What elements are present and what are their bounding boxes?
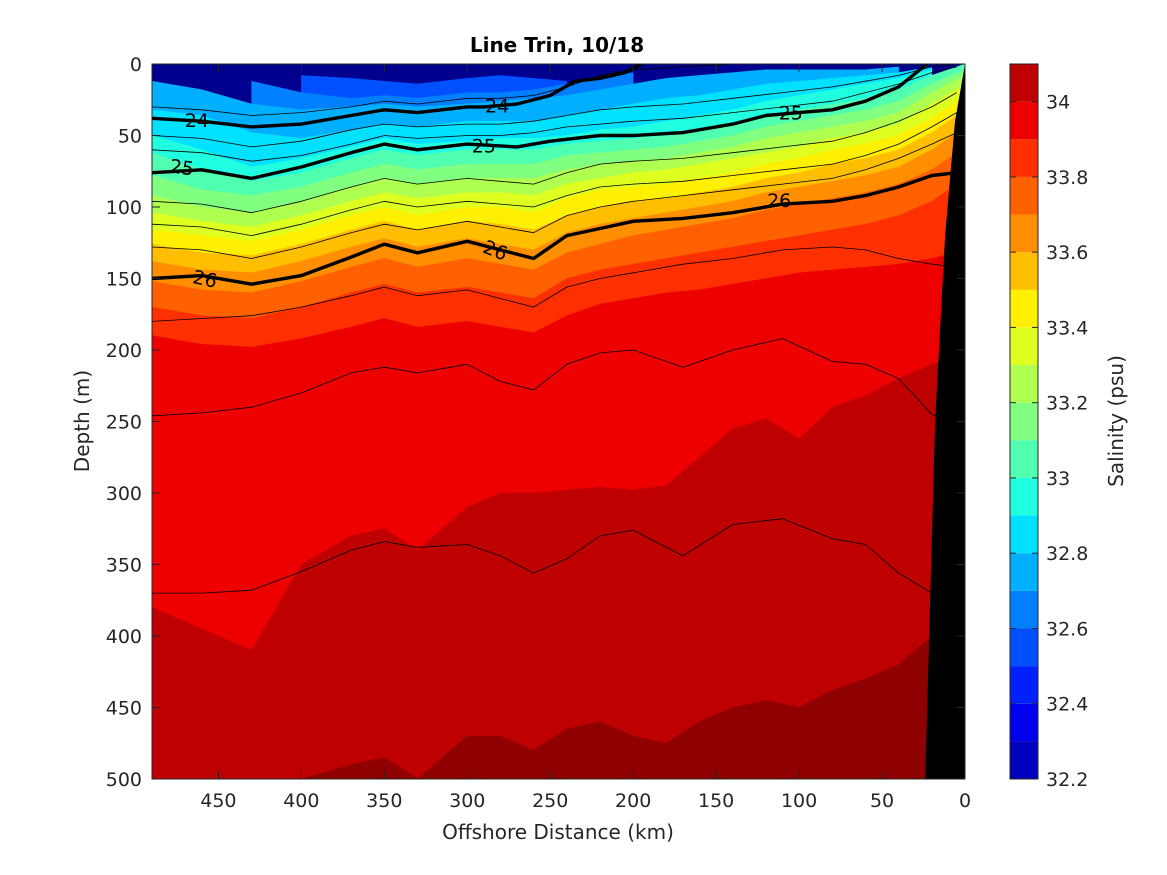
colorbar-tick-label-32.8: 32.8 <box>1046 543 1088 565</box>
colorbar-swatch-3 <box>1010 628 1038 667</box>
seafloor-shape <box>925 64 965 779</box>
chart-title: Line Trin, 10/18 <box>470 33 644 57</box>
colorbar-tick-label-33: 33 <box>1046 468 1070 490</box>
colorbar-tick-label-33.2: 33.2 <box>1046 393 1088 415</box>
colorbar-swatch-9 <box>1010 402 1038 441</box>
contour-label-25-2: 25 <box>779 103 803 125</box>
x-tick-label-0: 0 <box>959 790 971 812</box>
y-tick-label-500: 500 <box>106 769 142 791</box>
colorbar-swatch-bottom <box>1010 741 1038 779</box>
colorbar-tick-label-32.2: 32.2 <box>1046 769 1088 791</box>
colorbar-swatch-2 <box>1010 666 1038 704</box>
colorbar-swatch-5 <box>1010 553 1038 591</box>
colorbar-swatch-14 <box>1010 214 1038 253</box>
colorbar-swatch-11 <box>1010 327 1038 366</box>
density-contour-thin-8 <box>152 132 957 259</box>
colorbar-swatch-16 <box>1010 139 1038 177</box>
y-tick-label-0: 0 <box>130 54 142 76</box>
salinity-fill-layers <box>152 64 965 779</box>
colorbar-swatch-6 <box>1010 515 1038 554</box>
x-tick-label-150: 150 <box>698 790 734 812</box>
x-tick-label-300: 300 <box>449 790 485 812</box>
density-contour-26 <box>152 171 957 286</box>
x-axis: 450 400 350 300 250 200 150 100 50 0 <box>200 64 971 812</box>
contour-label-24-0: 24 <box>185 110 209 132</box>
y-axis: 0 50 100 150 200 250 300 350 400 450 500 <box>106 54 965 791</box>
colorbar: 32.2 32.4 32.6 32.8 33 33.2 33.4 33.6 33.8 34 <box>1009 63 1088 791</box>
density-contour-lines <box>152 64 957 594</box>
y-tick-label-150: 150 <box>106 269 142 291</box>
colorbar-tick-label-32.4: 32.4 <box>1046 694 1088 716</box>
colorbar-swatch-4 <box>1010 590 1038 629</box>
colorbar-swatch-8 <box>1010 440 1038 478</box>
colorbar-tick-label-33.6: 33.6 <box>1046 242 1088 264</box>
x-tick-label-250: 250 <box>532 790 568 812</box>
y-tick-label-250: 250 <box>106 412 142 434</box>
colorbar-tick-label-33.8: 33.8 <box>1046 167 1088 189</box>
contour-label-25-3: 25 <box>472 136 496 158</box>
colorbar-frame <box>1009 63 1039 780</box>
density-contour-24 <box>152 64 643 129</box>
colorbar-swatch-15 <box>1010 176 1038 215</box>
colorbar-swatch-12 <box>1010 289 1038 328</box>
colorbar-swatch-13 <box>1010 252 1038 290</box>
x-axis-label: Offshore Distance (km) <box>442 820 674 844</box>
density-contour-thin-4 <box>152 64 957 148</box>
x-tick-label-50: 50 <box>870 790 894 812</box>
y-tick-label-450: 450 <box>106 698 142 720</box>
density-contour-thin-7 <box>152 112 957 237</box>
x-tick-label-450: 450 <box>200 790 236 812</box>
density-contour-thin-3 <box>152 64 733 116</box>
y-tick-label-200: 200 <box>106 340 142 362</box>
colorbar-swatch-7 <box>1010 477 1038 516</box>
x-tick-label-400: 400 <box>283 790 319 812</box>
colorbar-swatch-10 <box>1010 365 1038 403</box>
contour-label-26-5: 26 <box>767 190 791 212</box>
colorbar-swatch-18 <box>1010 64 1038 102</box>
density-contour-thin-6 <box>152 92 957 214</box>
seafloor-topography <box>925 64 965 779</box>
y-tick-label-50: 50 <box>118 126 142 148</box>
density-contour-thin-10 <box>152 338 949 422</box>
colorbar-swatch-17 <box>1010 101 1038 140</box>
density-contour-thin-9 <box>152 246 957 322</box>
y-tick-label-400: 400 <box>106 626 142 648</box>
x-tick-label-200: 200 <box>615 790 651 812</box>
colorbar-tick-label-34: 34 <box>1046 92 1070 114</box>
density-contour-25 <box>152 64 928 181</box>
x-tick-label-100: 100 <box>781 790 817 812</box>
contour-label-26-7: 26 <box>191 266 219 293</box>
salinity-band-34 <box>152 349 965 779</box>
x-tick-label-350: 350 <box>366 790 402 812</box>
y-axis-label: Depth (m) <box>70 370 94 472</box>
contour-label-25-4: 25 <box>168 155 195 180</box>
colorbar-tick-label-32.6: 32.6 <box>1046 618 1088 640</box>
contour-label-24-1: 24 <box>485 96 509 118</box>
colorbar-swatch-1 <box>1010 703 1038 742</box>
density-contour-thin-5 <box>152 66 957 162</box>
y-tick-label-100: 100 <box>106 197 142 219</box>
density-contour-thin-11 <box>152 518 933 594</box>
salinity-band-34.1 <box>152 607 965 779</box>
y-tick-label-300: 300 <box>106 483 142 505</box>
colorbar-label: Salinity (psu) <box>1104 355 1128 487</box>
y-tick-label-350: 350 <box>106 555 142 577</box>
colorbar-tick-label-33.4: 33.4 <box>1046 317 1088 339</box>
